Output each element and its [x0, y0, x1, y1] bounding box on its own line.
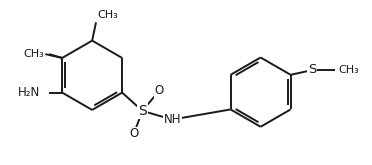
Text: H₂N: H₂N	[18, 86, 41, 99]
Text: S: S	[138, 104, 147, 118]
Text: O: O	[129, 128, 138, 140]
Text: CH₃: CH₃	[23, 49, 44, 59]
Text: S: S	[308, 64, 317, 77]
Text: CH₃: CH₃	[339, 65, 359, 75]
Text: O: O	[155, 84, 164, 97]
Text: CH₃: CH₃	[97, 10, 118, 20]
Text: NH: NH	[163, 113, 181, 126]
